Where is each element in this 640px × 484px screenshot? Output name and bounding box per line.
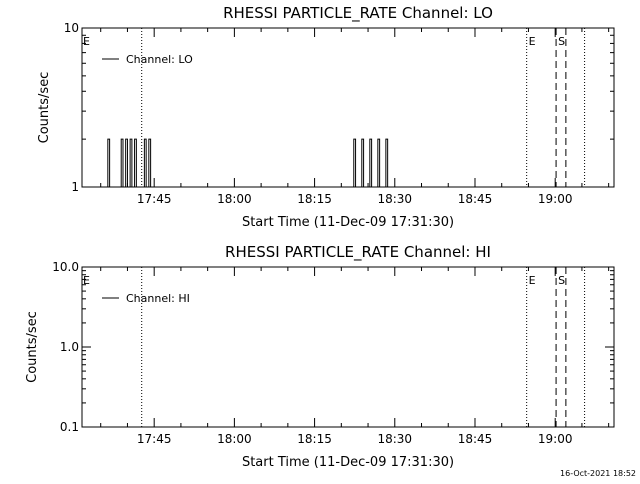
x-tick-label: 19:00 bbox=[538, 192, 573, 206]
plot-frame bbox=[81, 27, 615, 188]
chart-title: RHESSI PARTICLE_RATE Channel: HI bbox=[225, 243, 491, 262]
chart-panel-0: RHESSI PARTICLE_RATE Channel: LO 17:45 18:… bbox=[37, 4, 615, 230]
x-tick-label: 19:00 bbox=[538, 432, 573, 446]
y-tick-label: 10.0 bbox=[52, 260, 79, 274]
x-tick-label: 18:30 bbox=[377, 432, 412, 446]
x-axis-label: Start Time (11-Dec-09 17:31:30) bbox=[242, 455, 454, 470]
plot-frame bbox=[81, 266, 615, 428]
marker-label: S bbox=[558, 35, 565, 48]
marker-label: S bbox=[558, 274, 565, 287]
y-tick-label: 10 bbox=[64, 21, 79, 35]
x-tick-label: 18:15 bbox=[297, 432, 332, 446]
legend-entry: Channel: HI bbox=[126, 292, 190, 305]
x-tick-label: 18:15 bbox=[297, 192, 332, 206]
x-tick-label: 18:30 bbox=[377, 192, 412, 206]
x-tick-label: 18:45 bbox=[458, 432, 493, 446]
x-tick-label: 17:45 bbox=[137, 192, 172, 206]
y-tick-label: 0.1 bbox=[60, 420, 79, 434]
x-axis-label: Start Time (11-Dec-09 17:31:30) bbox=[242, 215, 454, 230]
marker-label: E bbox=[529, 274, 536, 287]
marker-label: E bbox=[529, 35, 536, 48]
x-tick-label: 18:00 bbox=[217, 192, 252, 206]
chart-title: RHESSI PARTICLE_RATE Channel: LO bbox=[223, 4, 493, 23]
legend-entry: Channel: LO bbox=[126, 53, 193, 66]
chart-panel-1: RHESSI PARTICLE_RATE Channel: HI 17:45 18:… bbox=[25, 243, 615, 470]
series-line bbox=[107, 138, 389, 188]
x-tick-label: 18:45 bbox=[458, 192, 493, 206]
y-axis-label: Counts/sec bbox=[25, 311, 40, 383]
x-tick-label: 18:00 bbox=[217, 432, 252, 446]
marker-label: E bbox=[83, 274, 90, 287]
x-tick-label: 17:45 bbox=[137, 432, 172, 446]
marker-label: E bbox=[83, 35, 90, 48]
y-tick-label: 1.0 bbox=[60, 340, 79, 354]
y-tick-label: 1 bbox=[71, 180, 79, 194]
y-axis-label: Counts/sec bbox=[37, 72, 52, 144]
